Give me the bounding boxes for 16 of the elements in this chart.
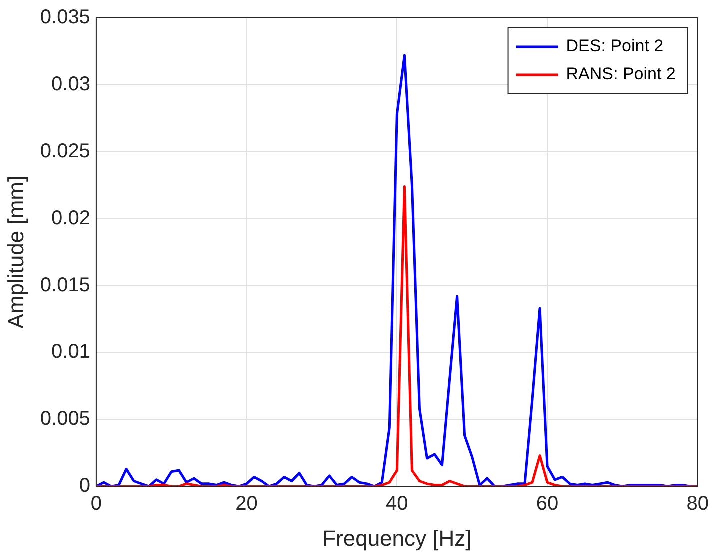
x-tick-label: 40 — [386, 493, 408, 516]
y-tick-label: 0.005 — [40, 408, 90, 430]
y-tick-label: 0.01 — [52, 341, 90, 364]
y-tick-label: 0.02 — [52, 207, 90, 230]
y-tick-label: 0.03 — [52, 73, 90, 96]
x-tick-label: 20 — [236, 493, 258, 516]
y-tick-label: 0 — [79, 475, 90, 498]
x-axis-title: Frequency [Hz] — [322, 526, 472, 551]
y-tick-label: 0.035 — [40, 6, 90, 29]
y-tick-label: 0.015 — [40, 274, 90, 296]
legend-label: RANS: Point 2 — [566, 64, 676, 84]
x-tick-label: 60 — [536, 493, 559, 516]
x-tick-label: 80 — [686, 493, 709, 516]
y-tick-label: 0.025 — [40, 140, 90, 162]
y-axis-title: Amplitude [mm] — [3, 176, 28, 329]
legend-label: DES: Point 2 — [566, 36, 664, 56]
